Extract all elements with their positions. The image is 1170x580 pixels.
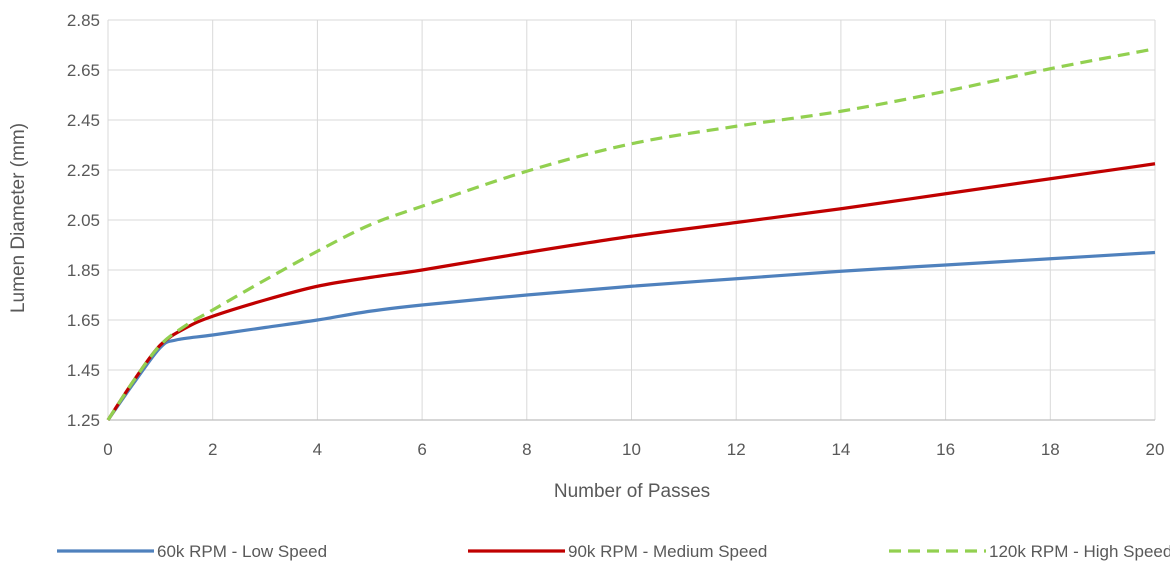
series-line-90k-rpm-medium-speed [106, 162, 1156, 421]
x-tick-label: 14 [831, 440, 850, 459]
legend-label: 90k RPM - Medium Speed [568, 542, 767, 561]
x-tick-label: 8 [522, 440, 531, 459]
grid [107, 19, 1156, 421]
x-tick-label: 6 [417, 440, 426, 459]
series-line-60k-rpm-low-speed [106, 250, 1156, 421]
x-tick-label: 16 [936, 440, 955, 459]
y-tick-label: 1.85 [67, 261, 100, 280]
legend-label: 60k RPM - Low Speed [157, 542, 327, 561]
series-lines [106, 47, 1156, 421]
y-tick-label: 1.25 [67, 411, 100, 430]
x-tick-label: 2 [208, 440, 217, 459]
legend-label: 120k RPM - High Speed [989, 542, 1170, 561]
legend-item-60k-rpm-low-speed: 60k RPM - Low Speed [57, 542, 327, 561]
y-tick-label: 1.65 [67, 311, 100, 330]
y-tick-label: 2.65 [67, 61, 100, 80]
legend: 60k RPM - Low Speed 90k RPM - Medium Spee… [57, 542, 1170, 561]
series-line-120k-rpm-high-speed [106, 47, 1156, 421]
y-tick-label: 2.25 [67, 161, 100, 180]
x-tick-label: 18 [1041, 440, 1060, 459]
x-tick-label: 10 [622, 440, 641, 459]
y-tick-label: 2.45 [67, 111, 100, 130]
y-tick-label: 2.05 [67, 211, 100, 230]
tick-labels: 1.25 1.45 1.65 1.85 2.05 2.25 2.45 2.65 2.85 0 2 4 6… [67, 11, 1165, 459]
x-tick-label: 12 [727, 440, 746, 459]
x-tick-label: 0 [103, 440, 112, 459]
x-tick-label: 4 [313, 440, 322, 459]
y-tick-label: 2.85 [67, 11, 100, 30]
y-tick-label: 1.45 [67, 361, 100, 380]
y-axis-title: Lumen Diameter (mm) [8, 123, 29, 313]
legend-item-120k-rpm-high-speed: 120k RPM - High Speed [889, 542, 1170, 561]
x-axis-title: Number of Passes [554, 481, 710, 502]
legend-item-90k-rpm-medium-speed: 90k RPM - Medium Speed [468, 542, 767, 561]
x-tick-label: 20 [1146, 440, 1165, 459]
